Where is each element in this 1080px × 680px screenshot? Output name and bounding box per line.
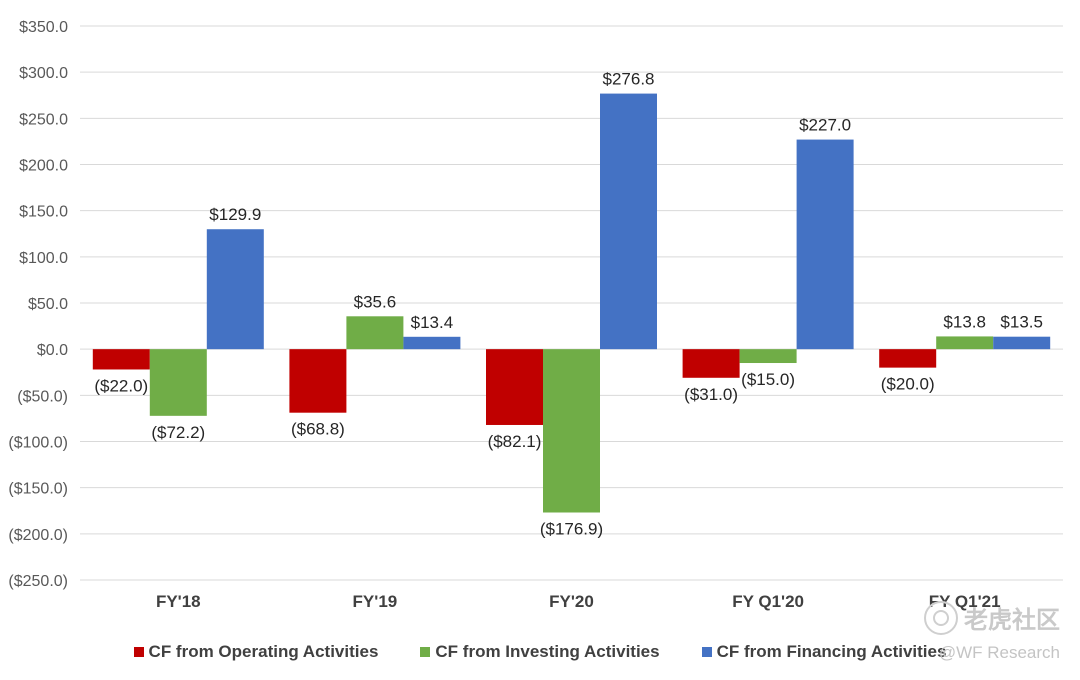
y-tick-label: $0.0 xyxy=(37,342,68,359)
chart-legend: CF from Operating Activities CF from Inv… xyxy=(0,640,1080,664)
data-label: $276.8 xyxy=(603,70,655,89)
y-tick-label: ($250.0) xyxy=(8,573,68,590)
bar-operating xyxy=(682,349,740,378)
y-tick-label: $50.0 xyxy=(28,296,68,313)
x-tick-label: FY'18 xyxy=(156,592,201,611)
legend-item-operating: CF from Operating Activities xyxy=(133,640,379,664)
data-label: ($15.0) xyxy=(741,370,795,389)
bar-financing xyxy=(600,93,657,350)
y-tick-label: $200.0 xyxy=(19,158,68,175)
data-label: ($176.9) xyxy=(540,520,603,539)
bar-financing xyxy=(796,139,854,350)
legend-swatch-financing xyxy=(701,647,712,657)
y-tick-label: $300.0 xyxy=(19,65,68,82)
y-tick-label: ($100.0) xyxy=(8,435,68,452)
bar-operating xyxy=(289,349,347,413)
data-label: ($72.2) xyxy=(151,423,205,442)
bar-operating xyxy=(92,349,150,370)
bar-operating xyxy=(879,349,937,368)
legend-item-investing: CF from Investing Activities xyxy=(420,640,660,664)
legend-item-financing: CF from Financing Activities xyxy=(701,640,947,664)
data-label: ($20.0) xyxy=(881,375,935,394)
bar-financing xyxy=(206,229,264,350)
bar-financing xyxy=(993,336,1051,350)
watermark-logo: 老虎社区 xyxy=(924,600,1060,635)
legend-swatch-investing xyxy=(420,647,431,657)
y-tick-label: $250.0 xyxy=(19,111,68,128)
legend-label-financing: CF from Financing Activities xyxy=(716,642,947,661)
data-label: ($82.1) xyxy=(488,432,542,451)
watermark-credit: @WF Research xyxy=(938,643,1060,662)
cash-flow-chart: $350.0 $300.0 $250.0 $200.0 $150.0 $100.0 $50.… xyxy=(8,19,1063,611)
data-label: $227.0 xyxy=(799,116,851,135)
y-tick-label: $100.0 xyxy=(19,250,68,267)
bar-investing xyxy=(739,349,797,364)
data-label: ($22.0) xyxy=(94,376,148,395)
legend-label-investing: CF from Investing Activities xyxy=(435,642,660,661)
data-label: $129.9 xyxy=(209,205,261,224)
y-tick-label: ($50.0) xyxy=(17,388,68,405)
y-tick-label: ($150.0) xyxy=(8,481,68,498)
data-label: ($31.0) xyxy=(684,385,738,404)
x-tick-label: FY'20 xyxy=(549,592,594,611)
watermark-badge-icon xyxy=(924,600,958,635)
x-tick-label: FY'19 xyxy=(353,592,398,611)
y-tick-label: $350.0 xyxy=(19,19,68,36)
y-tick-label: ($200.0) xyxy=(8,527,68,544)
bar-investing xyxy=(543,349,600,513)
bar-operating xyxy=(486,349,543,425)
x-tick-label: FY Q1'20 xyxy=(732,592,804,611)
legend-swatch-operating xyxy=(133,647,144,657)
bar-financing xyxy=(403,336,461,350)
watermark: 老虎社区 @WF Research xyxy=(924,600,1060,663)
bar-investing xyxy=(149,349,207,416)
data-label: $13.5 xyxy=(1000,313,1043,332)
data-label: $13.8 xyxy=(943,312,986,331)
y-tick-label: $150.0 xyxy=(19,204,68,221)
data-label: ($68.8) xyxy=(291,420,345,439)
data-label: $35.6 xyxy=(354,292,397,311)
bar-investing xyxy=(346,316,404,350)
legend-label-operating: CF from Operating Activities xyxy=(148,642,379,661)
watermark-logo-text: 老虎社区 xyxy=(964,607,1060,634)
data-label: $13.4 xyxy=(411,313,454,332)
bar-investing xyxy=(936,336,994,350)
